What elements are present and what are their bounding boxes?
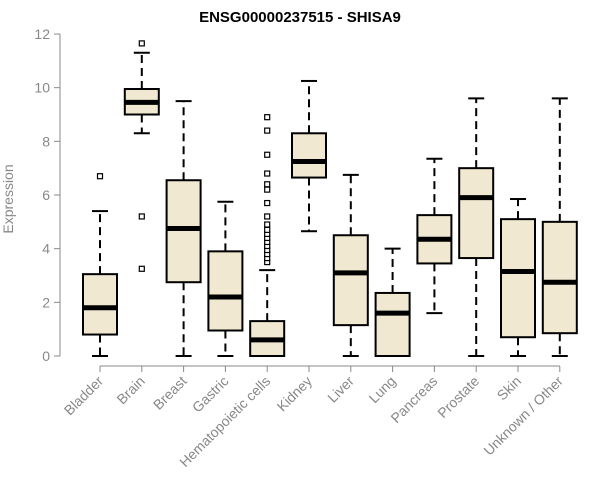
box-pancreas <box>416 157 453 315</box>
x-tick-label: Breast <box>150 373 190 413</box>
iqr-box <box>82 273 118 336</box>
box-lung <box>374 247 411 358</box>
outlier-point <box>264 186 271 193</box>
iqr-box <box>541 220 578 335</box>
box-hematopoietic-cells <box>249 114 286 358</box>
y-tick-label: 10 <box>34 80 50 96</box>
outlier-point <box>264 127 271 134</box>
box-brain <box>123 40 160 272</box>
y-axis-label: Expression <box>0 164 16 233</box>
x-tick-label: Kidney <box>274 373 316 415</box>
iqr-box <box>458 167 495 260</box>
box-breast <box>165 100 202 357</box>
outlier-point <box>264 114 271 121</box>
x-tick-label: Bladder <box>61 373 107 419</box>
x-tick-label: Skin <box>494 373 525 404</box>
box-gastric <box>207 200 244 357</box>
x-tick-label: Brain <box>113 373 147 407</box>
y-tick-label: 6 <box>42 187 50 203</box>
boxes <box>82 40 578 358</box>
outlier-point <box>138 265 145 272</box>
outlier-point <box>264 226 271 233</box>
outlier-point <box>264 151 271 158</box>
outlier-point <box>264 221 271 228</box>
outlier-point <box>264 181 271 188</box>
outlier-point <box>264 170 271 177</box>
box-bladder <box>82 173 118 357</box>
x-tick-label: Unknown / Other <box>480 373 566 459</box>
y-tick-label: 4 <box>42 241 50 257</box>
box-kidney <box>291 79 327 233</box>
outlier-point <box>96 173 104 180</box>
y-tick-label: 0 <box>42 348 50 364</box>
box-prostate <box>458 97 495 357</box>
iqr-box <box>332 234 369 327</box>
y-tick-label: 12 <box>34 26 50 42</box>
y-tick-label: 8 <box>42 133 50 149</box>
outlier-point <box>264 213 271 220</box>
iqr-box <box>374 291 411 358</box>
box-liver <box>332 173 369 357</box>
iqr-box <box>500 218 536 339</box>
x-tick-label: Lung <box>365 373 398 406</box>
iqr-box <box>291 132 327 179</box>
y-tick-label: 2 <box>42 294 50 310</box>
x-tick-label: Liver <box>324 373 357 406</box>
box-skin <box>500 198 536 357</box>
iqr-box <box>207 250 244 332</box>
iqr-box <box>165 179 202 284</box>
x-tick-label: Prostate <box>434 373 482 421</box>
box-unknown-other <box>541 97 578 357</box>
outlier-point <box>264 199 271 207</box>
outlier-point <box>138 40 145 47</box>
outlier-point <box>138 213 145 220</box>
chart-title: ENSG00000237515 - SHISA9 <box>199 9 401 26</box>
